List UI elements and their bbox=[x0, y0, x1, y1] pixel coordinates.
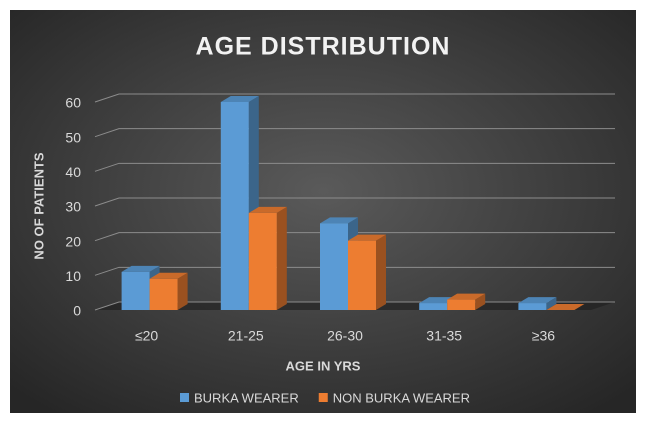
chart-background bbox=[10, 10, 636, 413]
bar-side bbox=[475, 293, 486, 310]
bar-side bbox=[177, 272, 188, 310]
grid-line bbox=[94, 266, 615, 276]
x-tick-label: ≥36 bbox=[532, 328, 555, 344]
y-axis-title: NO OF PATIENTS bbox=[31, 152, 46, 259]
bar bbox=[419, 303, 448, 310]
bar-side bbox=[546, 297, 557, 310]
bar bbox=[220, 102, 249, 310]
bar bbox=[248, 212, 277, 310]
y-tick-label: 60 bbox=[65, 95, 81, 111]
x-axis-title: AGE IN YRS bbox=[286, 358, 361, 373]
y-tick-label: 10 bbox=[65, 268, 81, 284]
x-tick-label: 26-30 bbox=[327, 328, 363, 344]
bar bbox=[348, 240, 376, 310]
bar bbox=[447, 299, 476, 310]
legend-swatch bbox=[180, 393, 189, 402]
legend-label: BURKA WEARER bbox=[194, 390, 299, 405]
bar bbox=[320, 223, 348, 310]
bar-top bbox=[248, 206, 287, 213]
legend-swatch bbox=[318, 393, 328, 402]
bar-top bbox=[320, 217, 358, 224]
bar-top bbox=[121, 265, 160, 272]
y-tick-label: 50 bbox=[65, 129, 81, 145]
bar-top bbox=[220, 96, 259, 102]
bar-side bbox=[376, 234, 386, 310]
y-tick-label: 20 bbox=[65, 233, 81, 249]
bar-top bbox=[518, 297, 557, 304]
x-tick-label: 21-25 bbox=[228, 328, 264, 344]
grid-line bbox=[94, 128, 615, 138]
bar-top bbox=[149, 272, 188, 279]
grid-line bbox=[94, 197, 615, 207]
bar-top bbox=[447, 293, 486, 300]
bar-top bbox=[348, 234, 386, 241]
chart-title: AGE DISTRIBUTION bbox=[196, 33, 451, 61]
x-tick-label: 31-35 bbox=[426, 328, 462, 344]
grid-line bbox=[94, 162, 615, 172]
grid-line bbox=[94, 232, 615, 242]
bar-side bbox=[276, 206, 287, 310]
x-tick-label: ≤20 bbox=[135, 328, 158, 344]
y-tick-label: 40 bbox=[65, 164, 81, 180]
bar bbox=[121, 271, 150, 310]
y-tick-label: 0 bbox=[73, 303, 81, 319]
y-tick-label: 30 bbox=[65, 199, 81, 215]
grid-line bbox=[94, 93, 615, 103]
bar bbox=[149, 278, 178, 310]
bar bbox=[518, 303, 547, 310]
bar-top bbox=[546, 304, 585, 310]
legend-label: NON BURKA WEARER bbox=[333, 390, 470, 405]
